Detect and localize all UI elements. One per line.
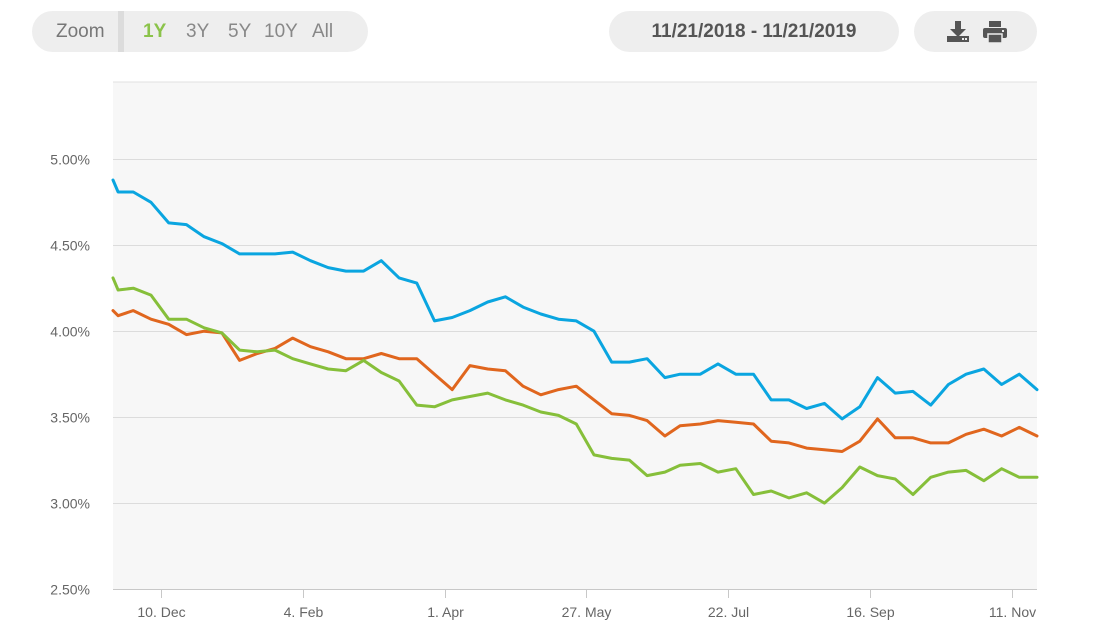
export-controls	[914, 11, 1037, 52]
zoom-selector: Zoom 1Y 3Y 5Y 10Y All	[32, 11, 368, 52]
series-line-3	[111, 276, 1039, 505]
date-range-selector[interactable]: 11/21/2018 - 11/21/2019	[609, 11, 899, 52]
date-range-text: 11/21/2018 - 11/21/2019	[651, 21, 857, 42]
y-tick-label: 4.50%	[50, 238, 90, 254]
x-tick-label: 22. Jul	[708, 604, 749, 620]
x-tick-label: 10. Dec	[137, 604, 185, 620]
x-tick-label: 16. Sep	[846, 604, 894, 620]
zoom-label: Zoom	[56, 21, 105, 42]
x-tick-label: 11. Nov	[989, 604, 1036, 620]
y-tick-label: 4.00%	[50, 324, 90, 340]
zoom-5y-button[interactable]: 5Y	[228, 21, 252, 42]
plot-area	[113, 82, 1037, 589]
print-icon[interactable]	[982, 20, 1008, 44]
zoom-1y-button[interactable]: 1Y	[143, 21, 167, 42]
x-tick-label: 27. May	[562, 604, 612, 620]
zoom-divider	[118, 11, 124, 52]
y-tick-label: 2.50%	[50, 582, 90, 598]
x-tick-label: 4. Feb	[284, 604, 324, 620]
y-tick-label: 3.00%	[50, 496, 90, 512]
x-tick-label: 1. Apr	[427, 604, 464, 620]
y-tick-label: 3.50%	[50, 410, 90, 426]
chart-toolbar: Zoom 1Y 3Y 5Y 10Y All 11/21/2018 - 11/21…	[0, 0, 1099, 70]
series-line-2	[111, 309, 1039, 453]
zoom-all-button[interactable]: All	[312, 21, 334, 42]
zoom-3y-button[interactable]: 3Y	[186, 21, 210, 42]
y-tick-label: 5.00%	[50, 152, 90, 168]
zoom-10y-button[interactable]: 10Y	[264, 21, 298, 42]
series-line-1	[111, 178, 1039, 421]
download-icon[interactable]	[945, 20, 971, 44]
